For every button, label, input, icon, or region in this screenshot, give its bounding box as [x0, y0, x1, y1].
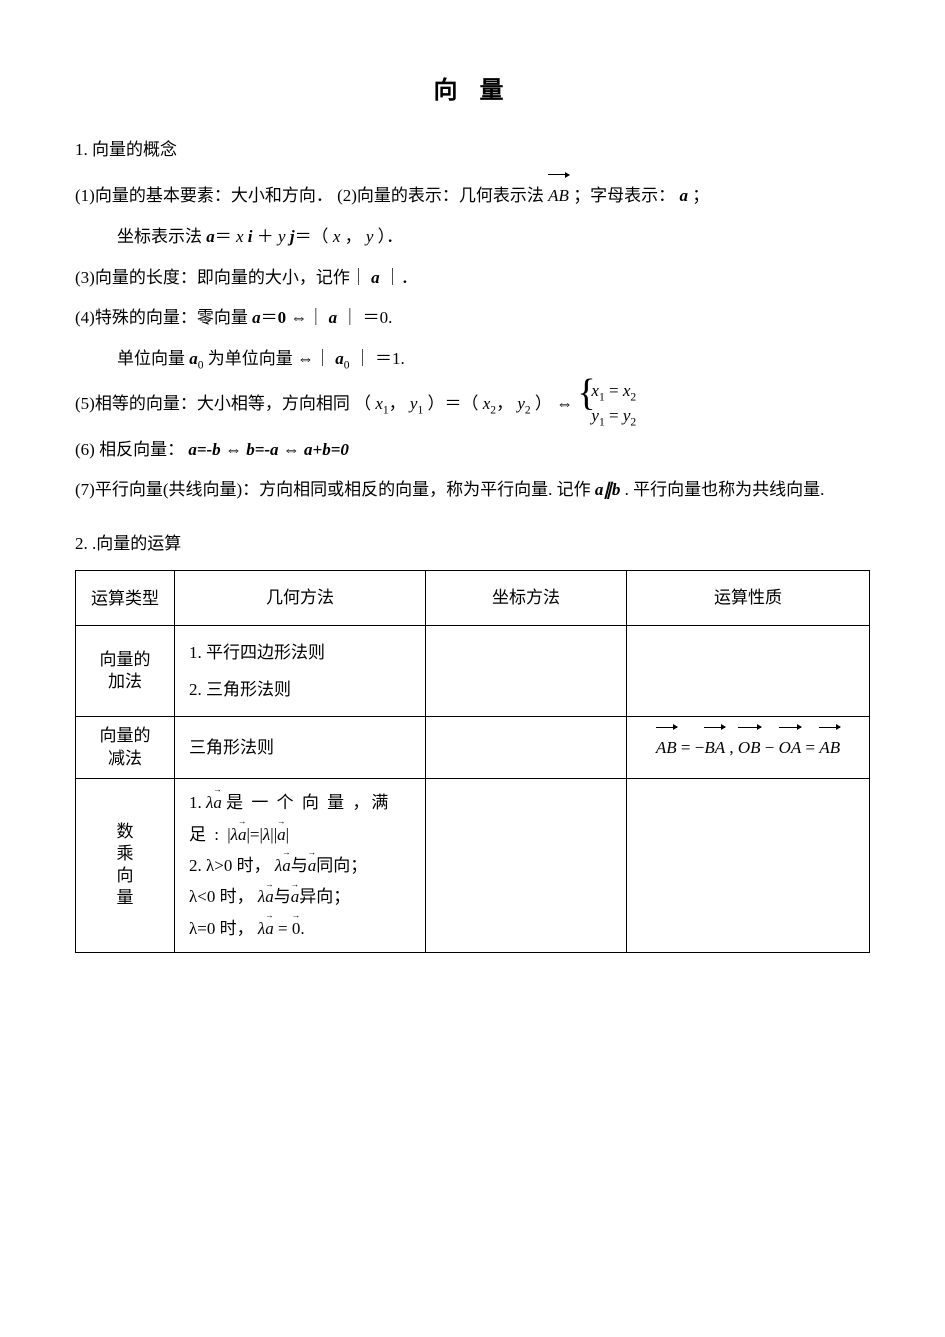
- s1-p2-eq: a＝ x i ＋ y j＝（ x ， y ）．: [206, 227, 403, 246]
- s1-p7-b: . 平行向量也称为共线向量.: [625, 480, 825, 499]
- th-prop: 运算性质: [627, 571, 870, 625]
- s1-p4b-a0: a0: [189, 349, 203, 368]
- cell-add-geom: 1. 平行四边形法则 2. 三角形法则: [175, 625, 426, 717]
- sm-line4: λ=0 时， λa = 0.: [189, 919, 305, 938]
- vec-OB: OB: [738, 729, 761, 766]
- th-coord: 坐标方法: [426, 571, 627, 625]
- sm-line3: λ<0 时， λa与a异向；: [189, 887, 350, 906]
- s1-p5-xy1: x1， y1: [375, 394, 423, 413]
- cell-sm-geom: 1. λa 是 一 个 向 量 ，满 足 : |λa|=|λ||a| 2. λ>…: [175, 778, 426, 952]
- s1-p5: (5)相等的向量：大小相等，方向相同 （ x1， y1 ）＝（ x2， y2 ）…: [75, 380, 870, 430]
- th-type: 运算类型: [76, 571, 175, 625]
- s1-p3: (3)向量的长度：即向量的大小，记作｜ a ｜．: [75, 258, 870, 299]
- add-type-l2: 加法: [100, 671, 151, 693]
- sm-type-l4: 量: [117, 887, 134, 909]
- s1-p7: (7)平行向量(共线向量)：方向相同或相反的向量，称为平行向量. 记作 a∥b …: [75, 470, 870, 511]
- vec-AB-2: AB: [656, 729, 677, 766]
- vec-AB-3: AB: [819, 729, 840, 766]
- cell-add-coord: [426, 625, 627, 717]
- s1-p3-bold-a: a: [371, 268, 380, 287]
- operations-table: 运算类型 几何方法 坐标方法 运算性质 向量的 加法 1. 平行四边形法则 2.…: [75, 570, 870, 953]
- s1-p4-a: (4)特殊的向量：零向量: [75, 308, 252, 327]
- sub-type-l1: 向量的: [100, 725, 151, 747]
- s1-p5-eq: ） ⇔: [535, 394, 578, 413]
- sm-type-l1: 数: [117, 821, 134, 843]
- sm-g3b: 与: [274, 887, 291, 906]
- sm-g2b: 与: [291, 856, 308, 875]
- sm-type-l2: 乘: [117, 843, 134, 865]
- section1-heading: 1. 向量的概念: [75, 135, 870, 160]
- sys-x1: x: [591, 381, 599, 400]
- table-row: 向量的 减法 三角形法则 AB = −BA , OB − OA = AB: [76, 717, 870, 778]
- sm-g2a: 2. λ>0 时，: [189, 856, 275, 875]
- sys-y1: y: [591, 406, 599, 425]
- s1-p2: 坐标表示法 a＝ x i ＋ y j＝（ x ， y ）．: [75, 217, 870, 258]
- sm-g1a: 1.: [189, 793, 206, 812]
- cell-sm-prop: [627, 778, 870, 952]
- s1-p4b: 单位向量 a0 为单位向量 ⇔｜ a0 ｜ ＝1.: [75, 339, 870, 380]
- table-header-row: 运算类型 几何方法 坐标方法 运算性质: [76, 571, 870, 625]
- sm-line2: 2. λ>0 时， λa与a同向；: [189, 856, 367, 875]
- s1-p5-mid: ）＝（: [427, 394, 482, 413]
- sm-g3c: 异向；: [299, 887, 350, 906]
- sub-type-l2: 减法: [100, 748, 151, 770]
- vec-BA: BA: [704, 729, 725, 766]
- sm-g4eq: =: [274, 919, 292, 938]
- s1-p5-xy2: x2， y2: [483, 394, 531, 413]
- table-row: 向量的 加法 1. 平行四边形法则 2. 三角形法则: [76, 625, 870, 717]
- add-geom-l1: 1. 平行四边形法则: [189, 643, 325, 662]
- s1-p1-c: ；: [692, 186, 709, 205]
- cell-add-prop: [627, 625, 870, 717]
- cell-sub-geom: 三角形法则: [175, 717, 426, 778]
- sm-g4d: .: [300, 919, 304, 938]
- s1-p4: (4)特殊的向量：零向量 a＝0 ⇔｜ a ｜ ＝0.: [75, 298, 870, 339]
- section2-heading: 2. .向量的运算: [75, 529, 870, 554]
- s1-p1-bold-a: a: [679, 186, 688, 205]
- s1-p6: (6) 相反向量： a=-b ⇔ b=-a ⇔ a+b=0: [75, 430, 870, 471]
- s1-p7-a: (7)平行向量(共线向量)：方向相同或相反的向量，称为平行向量. 记作: [75, 480, 595, 499]
- vec-OA: OA: [779, 729, 802, 766]
- th-geom: 几何方法: [175, 571, 426, 625]
- s1-p1-b: ；字母表示：: [573, 186, 675, 205]
- sm-g4a: λ=0 时，: [189, 919, 258, 938]
- s1-p3-a: (3)向量的长度：即向量的大小，记作｜: [75, 268, 371, 287]
- vec-AB: AB: [548, 176, 569, 217]
- equal-system: x1 = x2 y1 = y2: [577, 380, 636, 430]
- cell-add-type: 向量的 加法: [76, 625, 175, 717]
- s1-p4b-a: 单位向量: [117, 349, 189, 368]
- sm-g2c: 同向；: [316, 856, 367, 875]
- cell-sub-type: 向量的 减法: [76, 717, 175, 778]
- s1-p4b-end: ｜ ＝1.: [354, 349, 405, 368]
- s1-p1: (1)向量的基本要素：大小和方向． (2)向量的表示：几何表示法 AB ；字母表…: [75, 176, 870, 217]
- sm-g3a: λ<0 时，: [189, 887, 258, 906]
- s1-p6-eq: a=-b ⇔ b=-a ⇔ a+b=0: [188, 440, 349, 459]
- s1-p1-a: (1)向量的基本要素：大小和方向． (2)向量的表示：几何表示法: [75, 186, 548, 205]
- s1-p3-end: ｜．: [384, 268, 418, 287]
- s1-p4-eq: a＝0 ⇔｜ a ｜ ＝0.: [252, 308, 392, 327]
- cell-sub-prop: AB = −BA , OB − OA = AB: [627, 717, 870, 778]
- cell-sm-type: 数 乘 向 量: [76, 778, 175, 952]
- s1-p2-a: 坐标表示法: [117, 227, 206, 246]
- add-type-l1: 向量的: [100, 649, 151, 671]
- s1-p4b-mid: 为单位向量 ⇔｜: [208, 349, 336, 368]
- s1-p5-a: (5)相等的向量：大小相等，方向相同 （: [75, 394, 371, 413]
- table-row: 数 乘 向 量 1. λa 是 一 个 向 量 ，满 足 : |λa|=|λ||…: [76, 778, 870, 952]
- doc-title: 向 量: [75, 70, 870, 105]
- s1-p7-ab: a∥b: [595, 480, 621, 499]
- sm-type-l3: 向: [117, 865, 134, 887]
- add-geom-l2: 2. 三角形法则: [189, 680, 291, 699]
- th-type-text: 运算类型: [91, 588, 159, 610]
- cell-sm-coord: [426, 778, 627, 952]
- sm-line1: 1. λa 是 一 个 向 量 ，满 足 : |λa|=|λ||a|: [189, 793, 390, 843]
- cell-sub-coord: [426, 717, 627, 778]
- s1-p4b-a0b: a0: [335, 349, 349, 368]
- s1-p6-a: (6) 相反向量：: [75, 440, 184, 459]
